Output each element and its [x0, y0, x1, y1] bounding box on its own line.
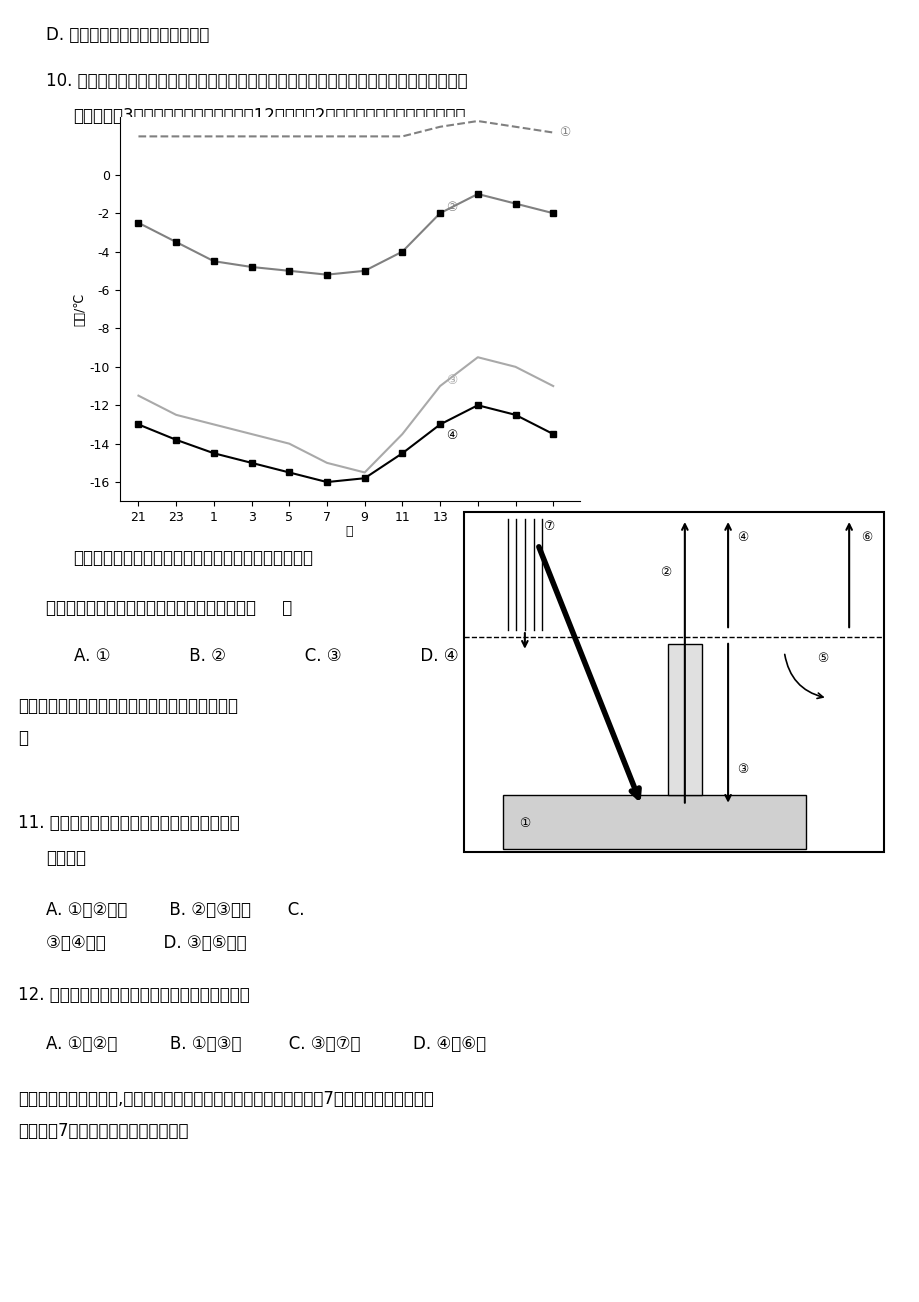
Text: 10. 我国某地为保证葡萄植株安全越冬，采用双层覆膜技术（两层覆膜间留有一定空间），效: 10. 我国某地为保证葡萄植株安全越冬，采用双层覆膜技术（两层覆膜间留有一定空间… — [46, 72, 467, 90]
X-axis label: 时: 时 — [346, 526, 353, 539]
Text: ②: ② — [446, 201, 457, 214]
Text: A. ①和②较小        B. ②和③较小       C.: A. ①和②较小 B. ②和③较小 C. — [46, 901, 304, 919]
Bar — [667, 644, 701, 794]
Text: A. ①               B. ②               C. ③               D. ④: A. ① B. ② C. ③ D. ④ — [74, 647, 458, 665]
Text: 化和丰、枯雪年的膜内平均温度日变化．据此完成题．: 化和丰、枯雪年的膜内平均温度日变化．据此完成题． — [74, 549, 313, 568]
Text: ⑥: ⑥ — [860, 531, 871, 543]
Text: ①: ① — [558, 126, 570, 139]
Text: ③和④较小           D. ③和⑤较小: ③和④较小 D. ③和⑤较小 — [46, 934, 246, 952]
Text: ②: ② — [659, 566, 670, 579]
Text: ③: ③ — [737, 763, 748, 776]
Text: 无风带是指无盛行风向,气流以垂直运动为主的地区。下图阴影地区为7月无风带分布示意图，: 无风带是指无盛行风向,气流以垂直运动为主的地区。下图阴影地区为7月无风带分布示意… — [18, 1090, 434, 1108]
Text: ④: ④ — [737, 531, 748, 543]
Text: ①: ① — [518, 818, 530, 829]
Text: ④: ④ — [446, 430, 457, 443]
Text: D. 大气对太阳辐射的削弱作用减弱: D. 大气对太阳辐射的削弱作用减弱 — [46, 26, 210, 44]
Text: 因是（）: 因是（） — [46, 849, 85, 867]
Text: 果显著．图3中的曲线示意当地寒冷期（12月至次年2月）丰、枯雪年的平均气温日变: 果显著．图3中的曲线示意当地寒冷期（12月至次年2月）丰、枯雪年的平均气温日变 — [74, 107, 466, 125]
Y-axis label: 气温/℃: 气温/℃ — [74, 293, 86, 326]
Text: A. ①小②大          B. ①大③小         C. ③小⑦大          D. ④大⑥小: A. ①小②大 B. ①大③小 C. ③小⑦大 D. ④大⑥小 — [46, 1035, 485, 1053]
Text: ③: ③ — [446, 374, 457, 387]
Text: 图中表示丰雪年膜外平均温度日变化的曲线是（     ）: 图中表示丰雪年膜外平均温度日变化的曲线是（ ） — [46, 599, 292, 617]
Text: ⑤: ⑤ — [817, 652, 828, 665]
Text: 箭头表示7月盛行风。读图完成下题。: 箭头表示7月盛行风。读图完成下题。 — [18, 1122, 188, 1141]
Text: 题: 题 — [18, 729, 28, 747]
Bar — [503, 794, 805, 849]
Text: 11. 青藏高原气温比同纬度四川盆地低的主要原: 11. 青藏高原气温比同纬度四川盆地低的主要原 — [18, 814, 240, 832]
Text: 下图为「大气受热过程示意图」，读图完成下列各: 下图为「大气受热过程示意图」，读图完成下列各 — [18, 697, 238, 715]
Text: 12. 与青藏高原小麦产量高、质量好有关的是（）: 12. 与青藏高原小麦产量高、质量好有关的是（） — [18, 986, 250, 1004]
Text: ⑦: ⑦ — [542, 519, 553, 533]
